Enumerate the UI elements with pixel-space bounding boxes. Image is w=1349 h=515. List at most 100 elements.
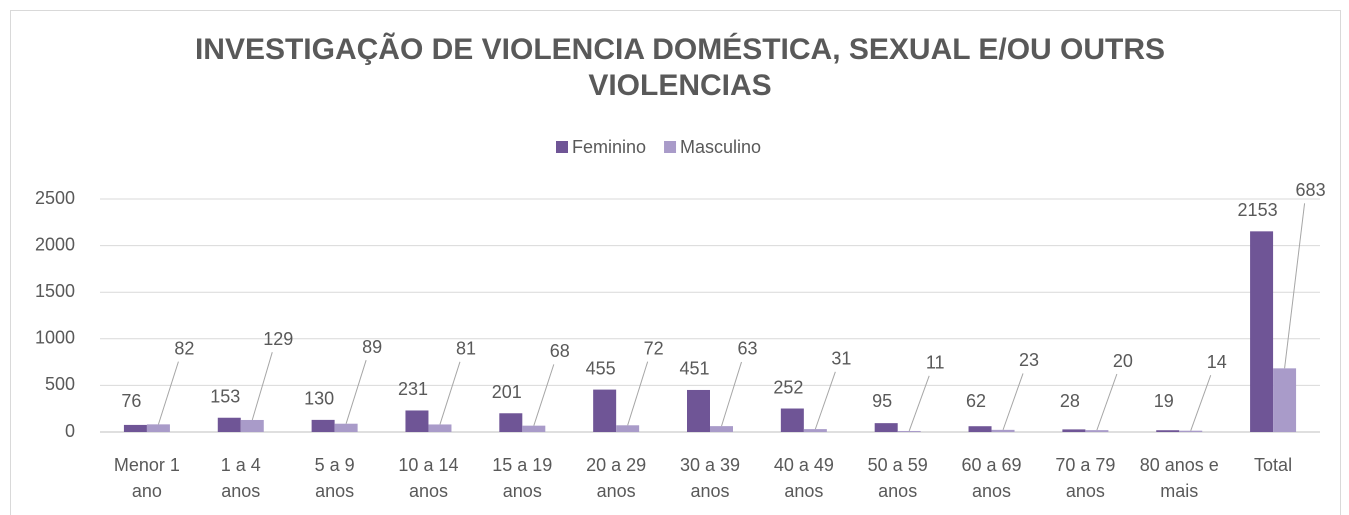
leader-line	[157, 361, 179, 425]
x-tick-label-line: 10 a 14	[398, 455, 458, 475]
bar	[240, 419, 264, 432]
leader-line	[1190, 375, 1212, 431]
bar	[146, 424, 170, 432]
x-tick-label-line: anos	[221, 481, 260, 501]
leader-line	[627, 361, 649, 426]
x-tick-label-line: anos	[878, 481, 917, 501]
x-tick-label-line: Menor 1	[114, 455, 180, 475]
bar	[1273, 368, 1297, 432]
legend-swatch	[664, 141, 677, 153]
data-label: 31	[831, 349, 851, 369]
leader-line	[721, 361, 742, 427]
x-tick-label: 50 a 59 anos	[868, 455, 928, 501]
data-label: 82	[174, 338, 194, 358]
x-tick-label: 30 a 39 anos	[680, 455, 740, 501]
bar	[874, 423, 898, 432]
x-tick-label-line: 30 a 39	[680, 455, 740, 475]
data-label: 252	[773, 377, 803, 397]
leader-line	[345, 360, 367, 424]
x-tick-label-line: anos	[972, 481, 1011, 501]
x-tick-label-line: 20 a 29	[586, 455, 646, 475]
data-label: 28	[1060, 391, 1080, 411]
y-tick-label: 1500	[35, 281, 75, 301]
leader-line	[1002, 373, 1024, 431]
chart-title: INVESTIGAÇÃO DE VIOLENCIA DOMÉSTICA, SEX…	[194, 33, 1166, 102]
x-tick-label-line: 70 a 79	[1055, 455, 1115, 475]
data-label: 63	[737, 339, 757, 359]
data-label: 153	[210, 386, 240, 406]
bar	[428, 424, 452, 432]
bar	[968, 426, 992, 432]
x-tick-label: 70 a 79 anos	[1055, 455, 1115, 501]
x-tick-label-line: anos	[690, 481, 729, 501]
x-tick-label: 10 a 14 anos	[398, 455, 458, 501]
x-tick-label-line: anos	[784, 481, 823, 501]
x-tick-label-line: 1 a 4	[221, 455, 261, 475]
x-tick-label: 15 a 19 anos	[492, 455, 552, 501]
x-tick-label: 40 a 49 anos	[774, 455, 834, 501]
data-label: 130	[304, 389, 334, 409]
x-tick-label-line: mais	[1160, 481, 1198, 501]
bar	[123, 424, 147, 432]
x-tick-label-line: anos	[597, 481, 636, 501]
x-tick-label: 60 a 69 anos	[962, 455, 1022, 501]
leader-line	[533, 364, 555, 426]
bar	[405, 410, 429, 432]
data-label: 129	[263, 329, 293, 349]
x-tick-label-line: anos	[315, 481, 354, 501]
bar	[311, 419, 335, 432]
bar	[897, 430, 921, 432]
data-label: 23	[1019, 350, 1039, 370]
x-tick-label-line: anos	[1066, 481, 1105, 501]
x-tick-label-line: anos	[503, 481, 542, 501]
x-tick-label-line: anos	[409, 481, 448, 501]
x-tick-label-line: 40 a 49	[774, 455, 834, 475]
data-label: 2153	[1238, 200, 1278, 220]
data-label: 89	[362, 337, 382, 357]
bar	[780, 408, 804, 432]
data-label: 62	[966, 391, 986, 411]
leader-line	[1096, 373, 1118, 431]
y-tick-label: 2000	[35, 234, 75, 254]
bar	[1085, 430, 1109, 432]
x-tick-label-line: 80 anos e	[1140, 455, 1219, 475]
bar	[616, 425, 640, 432]
x-tick-label-line: 5 a 9	[315, 455, 355, 475]
bar	[710, 426, 733, 432]
data-label: 451	[679, 359, 709, 379]
data-label: 455	[586, 358, 616, 378]
legend-label: Feminino	[572, 137, 646, 157]
chart-frame	[10, 10, 1341, 515]
bar	[593, 389, 617, 432]
leader-line	[814, 371, 836, 430]
bar	[803, 429, 827, 432]
x-tick-label-line: ano	[132, 481, 162, 501]
bar	[217, 417, 241, 432]
data-label: 68	[550, 341, 570, 361]
data-label: 81	[456, 339, 476, 359]
x-tick-label: 5 a 9 anos	[315, 455, 355, 501]
data-label: 201	[492, 382, 522, 402]
legend-swatch	[556, 141, 568, 153]
y-tick-label: 1000	[35, 328, 75, 348]
x-tick-label: 80 anos e mais	[1140, 455, 1219, 501]
leader-line	[439, 361, 461, 425]
data-label: 683	[1296, 180, 1326, 200]
x-tick-label: 20 a 29 anos	[586, 455, 646, 501]
bar	[991, 429, 1015, 432]
leader-line	[251, 352, 273, 421]
x-tick-label-line: 50 a 59	[868, 455, 928, 475]
data-label: 14	[1207, 352, 1227, 372]
bar	[334, 423, 358, 432]
x-tick-label: Total	[1254, 455, 1292, 475]
data-label: 72	[644, 338, 664, 358]
bar	[522, 425, 546, 432]
data-label: 76	[121, 391, 141, 411]
bar	[1250, 231, 1274, 432]
y-tick-label: 500	[45, 374, 75, 394]
bar	[1179, 430, 1203, 432]
bar	[1156, 430, 1180, 432]
bar	[499, 413, 523, 432]
